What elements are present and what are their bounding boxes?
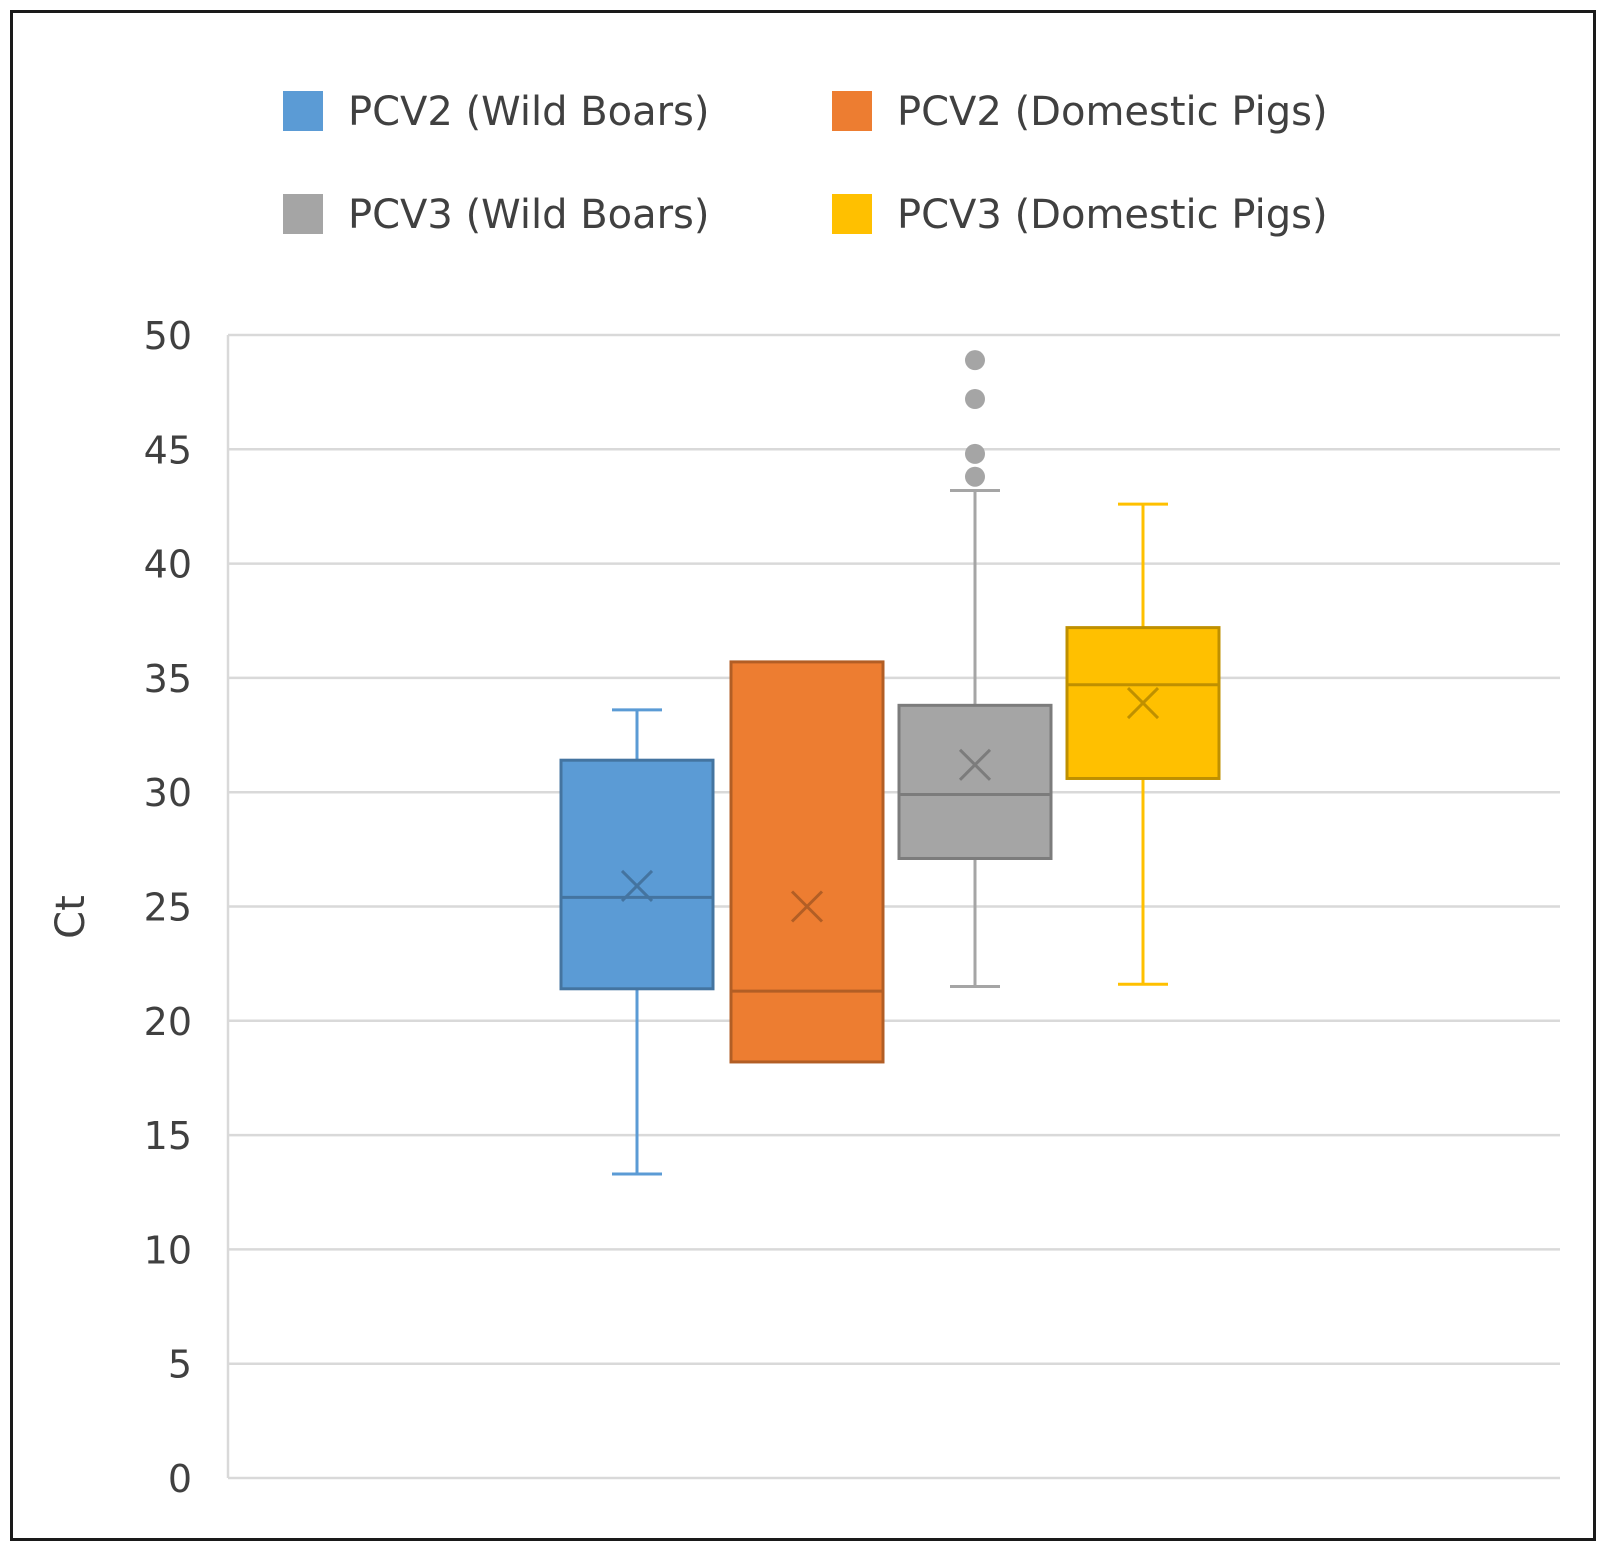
y-tick-label: 45 xyxy=(144,428,192,472)
legend-item: PCV2 (Domestic Pigs) xyxy=(832,89,1328,135)
legend-label: PCV2 (Domestic Pigs) xyxy=(897,89,1328,135)
y-tick-label: 25 xyxy=(144,886,192,930)
mean-marker xyxy=(958,748,992,781)
outlier-point xyxy=(965,350,985,371)
y-tick-label: 40 xyxy=(144,543,192,587)
y-tick-label: 50 xyxy=(144,314,192,358)
mean-marker xyxy=(790,890,824,923)
outlier-point xyxy=(965,389,985,410)
y-tick-label: 30 xyxy=(144,771,192,815)
y-tick-label: 20 xyxy=(144,1000,192,1044)
gridlines xyxy=(226,333,1560,1480)
mean-marker xyxy=(1126,686,1160,720)
legend-label: PCV3 (Wild Boars) xyxy=(348,192,710,238)
y-axis-ticks: 0 5 10 15 20 25 30 35 40 45 50 xyxy=(144,314,192,1501)
legend-swatch xyxy=(283,91,323,131)
outlier-point xyxy=(965,466,985,487)
y-tick-label: 5 xyxy=(168,1343,192,1387)
legend-item: PCV3 (Domestic Pigs) xyxy=(832,192,1328,238)
legend-label: PCV3 (Domestic Pigs) xyxy=(897,192,1328,238)
y-tick-label: 15 xyxy=(144,1114,192,1158)
box-2 xyxy=(729,660,885,1064)
legend-swatch xyxy=(832,194,872,234)
iqr-box xyxy=(897,703,1053,860)
box-3 xyxy=(897,350,1053,989)
box-4 xyxy=(1065,502,1221,986)
box-1 xyxy=(559,708,715,1176)
y-axis-title: Ct xyxy=(48,895,94,939)
legend: PCV2 (Wild Boars) PCV2 (Domestic Pigs) PCV… xyxy=(283,89,1328,238)
iqr-box xyxy=(559,758,715,991)
legend-item: PCV3 (Wild Boars) xyxy=(283,192,710,238)
legend-label: PCV2 (Wild Boars) xyxy=(348,89,710,135)
iqr-box xyxy=(729,660,885,1064)
mean-marker xyxy=(620,869,654,902)
box-series xyxy=(559,350,1221,1176)
legend-swatch xyxy=(832,91,872,131)
outlier-point xyxy=(965,443,985,464)
legend-swatch xyxy=(283,194,323,234)
y-tick-label: 0 xyxy=(168,1457,192,1501)
y-tick-label: 35 xyxy=(144,657,192,701)
y-tick-label: 10 xyxy=(144,1228,192,1272)
legend-item: PCV2 (Wild Boars) xyxy=(283,89,710,135)
